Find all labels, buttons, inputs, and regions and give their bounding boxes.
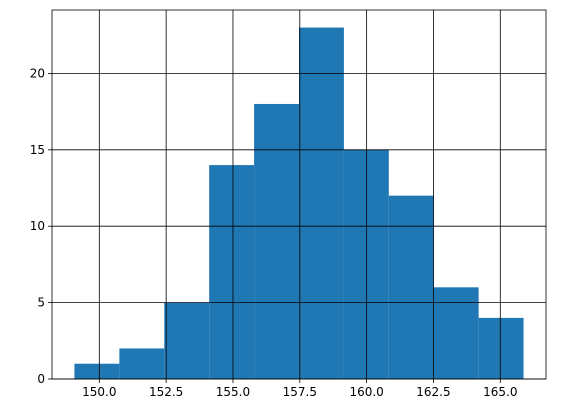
x-tick-label-2: 155.0 (216, 385, 250, 399)
axes (51, 9, 547, 380)
x-tick-label-5: 162.5 (416, 385, 450, 399)
histogram-bar-1 (119, 348, 165, 379)
x-tick-label-0: 150.0 (82, 385, 116, 399)
bars (74, 27, 524, 380)
y-tick-label-2: 10 (30, 219, 45, 233)
histogram-bar-4 (254, 103, 299, 380)
histogram-bar-5 (299, 27, 344, 379)
histogram-bar-9 (478, 317, 524, 379)
x-tick-label-1: 152.5 (149, 385, 183, 399)
y-tick-label-3: 15 (30, 143, 45, 157)
x-axis-ticks: 150.0 152.5 155.0 157.5 160.0 162.5 165.0 (82, 379, 517, 399)
histogram-bar-3 (209, 165, 255, 379)
x-tick-label-4: 160.0 (349, 385, 383, 399)
y-tick-label-1: 5 (37, 296, 45, 310)
plot-frame (51, 9, 547, 380)
histogram-bar-8 (433, 287, 479, 379)
x-tick-label-3: 157.5 (283, 385, 317, 399)
x-tick-label-6: 165.0 (483, 385, 517, 399)
histogram-bar-0 (74, 363, 120, 379)
y-axis-ticks: 0 5 10 15 20 (30, 66, 52, 386)
y-tick-label-0: 0 (37, 372, 45, 386)
histogram-bar-2 (164, 302, 210, 379)
histogram-bar-7 (388, 195, 434, 379)
y-tick-label-4: 20 (30, 66, 45, 80)
